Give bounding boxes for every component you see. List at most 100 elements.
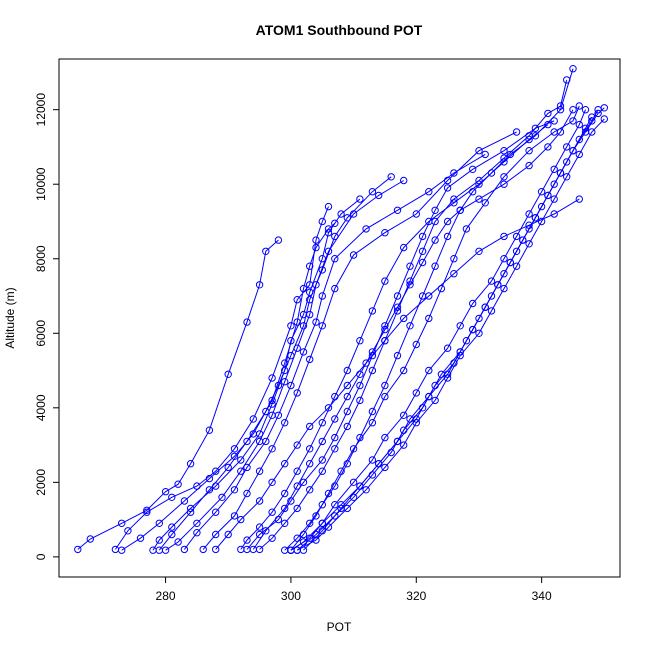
data-point [293,467,301,475]
data-point [450,270,458,278]
data-point [324,247,333,256]
data-point [306,445,314,453]
data-point [506,150,514,159]
data-point [500,173,508,181]
data-point [431,217,439,226]
data-point [368,188,377,196]
data-point [556,128,565,136]
data-point [569,117,577,125]
data-point [525,240,533,248]
data-point [299,284,308,293]
data-point [230,486,239,494]
data-point [312,236,320,244]
data-point [331,501,339,509]
series-line [240,124,549,550]
data-point [519,236,527,244]
data-point [356,337,364,345]
series-line [152,198,361,551]
data-point [268,478,276,486]
data-point [299,478,308,486]
data-point [600,115,608,123]
data-point [281,519,289,527]
data-point [588,113,596,121]
data-point [281,378,289,386]
data-point [412,419,420,427]
data-point [475,147,483,155]
data-point [556,169,565,177]
data-point [469,299,477,308]
y-tick-label: 0 [34,553,48,560]
data-point [356,381,364,390]
data-point [306,422,314,431]
data-point [124,527,132,535]
data-point [406,415,414,423]
data-point [450,169,458,177]
series-line [215,198,580,550]
data-point [556,106,565,114]
data-point [537,188,546,196]
series-8 [199,128,521,554]
data-point [186,508,195,516]
data-point [212,467,220,475]
data-point [293,389,301,397]
data-point [431,381,439,390]
data-point [255,545,264,554]
data-point [393,303,402,311]
data-point [293,504,301,513]
series-1 [74,236,283,554]
data-point [569,106,577,114]
data-point [531,214,540,222]
data-point [268,445,276,453]
data-point [588,128,596,136]
data-point [331,415,339,423]
series-15 [293,106,602,554]
data-point [393,437,402,446]
data-point [306,310,314,319]
data-point [443,374,452,382]
data-point [230,512,239,520]
data-point [356,482,364,490]
data-point [136,534,145,542]
data-point [368,456,377,464]
data-point [299,322,308,330]
data-point [425,314,433,323]
series-line [290,105,580,551]
x-tick-label: 300 [281,589,301,603]
y-tick-label: 4000 [34,394,48,421]
x-tick-label: 320 [406,589,426,603]
data-point [337,467,345,475]
data-point [418,247,427,256]
data-point [287,337,295,345]
data-point [375,460,383,468]
data-point [337,210,345,218]
data-point [381,433,389,442]
data-point [224,370,232,378]
data-point [155,536,164,544]
data-point [249,415,258,423]
data-point [343,422,351,431]
series-5 [155,173,395,554]
data-point [343,366,351,375]
data-point [237,456,245,464]
data-point [425,188,433,196]
data-point [381,463,389,472]
data-point [381,325,389,334]
data-point [368,366,377,375]
data-point [356,396,364,405]
series-20 [212,195,583,554]
data-point [443,217,452,226]
data-point [462,337,471,345]
data-point [268,508,276,516]
data-point [400,441,408,449]
series-line [183,153,486,550]
series-3 [118,219,339,554]
data-point [475,247,483,256]
data-point [193,519,201,527]
data-point [575,120,583,129]
data-point [212,530,220,539]
data-point [500,232,508,241]
data-point [168,523,176,531]
data-point [581,106,590,114]
data-point [500,180,508,188]
data-point [537,202,546,211]
